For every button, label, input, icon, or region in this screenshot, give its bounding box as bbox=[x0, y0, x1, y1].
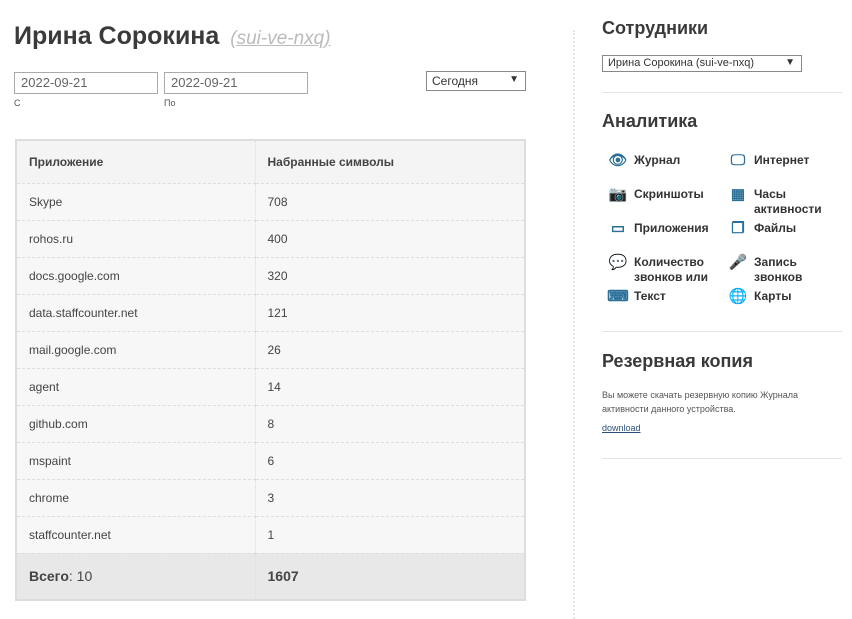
employee-select[interactable]: Ирина Сорокина (sui-ve-nxq) ▼ bbox=[602, 55, 802, 72]
typed-chars: 708 bbox=[255, 183, 525, 221]
app-name: staffcounter.net bbox=[16, 516, 256, 554]
table-row: mspaint 6 bbox=[16, 442, 525, 480]
app-name: mspaint bbox=[16, 442, 256, 480]
chevron-down-icon: ▼ bbox=[785, 57, 795, 68]
total-value: 1607 bbox=[255, 553, 525, 600]
download-link[interactable]: download bbox=[602, 423, 641, 433]
divider bbox=[602, 331, 842, 332]
employee-id-link[interactable]: (sui-ve-nxq) bbox=[230, 28, 331, 49]
divider bbox=[602, 458, 842, 459]
app-name: Skype bbox=[16, 183, 256, 221]
employee-name: Ирина Сорокина bbox=[14, 22, 220, 50]
app-name: agent bbox=[16, 368, 256, 406]
analytics-item-label: Карты bbox=[754, 289, 792, 303]
app-name: mail.google.com bbox=[16, 331, 256, 369]
analytics-item-label: Часы активности bbox=[754, 187, 822, 216]
analytics-item-camera[interactable]: 📷 Скриншоты bbox=[606, 187, 716, 205]
calendar-icon: ▦ bbox=[730, 186, 746, 203]
analytics-item-label: Интернет bbox=[754, 153, 810, 167]
date-to-input[interactable]: 2022-09-21 bbox=[164, 72, 308, 94]
analytics-item-files[interactable]: ❐ Файлы bbox=[726, 221, 826, 239]
typed-chars: 8 bbox=[255, 405, 525, 443]
backup-title: Резервная копия bbox=[602, 351, 753, 371]
table-row: docs.google.com 320 bbox=[16, 257, 525, 295]
monitor-icon: 🖵 bbox=[730, 152, 746, 169]
typed-chars: 400 bbox=[255, 220, 525, 258]
typed-chars: 320 bbox=[255, 257, 525, 295]
analytics-item-label: Скриншоты bbox=[634, 187, 704, 201]
col-chars: Набранные символы bbox=[255, 140, 525, 184]
analytics-item-label: Текст bbox=[634, 289, 666, 303]
chat-icon: 💬 bbox=[608, 254, 628, 271]
analytics-item-label: Количество звонков или bbox=[634, 255, 709, 284]
table-row: staffcounter.net 1 bbox=[16, 516, 525, 554]
app-name: rohos.ru bbox=[16, 220, 256, 258]
eye-icon: 👁 bbox=[608, 152, 628, 169]
date-from-input[interactable]: 2022-09-21 bbox=[14, 72, 158, 94]
employees-title: Сотрудники bbox=[602, 18, 709, 38]
table-row: rohos.ru 400 bbox=[16, 220, 525, 258]
analytics-title: Аналитика bbox=[602, 111, 698, 131]
app-name: chrome bbox=[16, 479, 256, 517]
table-row: data.staffcounter.net 121 bbox=[16, 294, 525, 332]
period-select[interactable]: Сегодня ▼ bbox=[426, 71, 526, 91]
divider bbox=[602, 92, 842, 93]
app-name: data.staffcounter.net bbox=[16, 294, 256, 332]
total-label: Всего bbox=[29, 568, 69, 585]
date-from-label: С bbox=[14, 98, 21, 108]
analytics-item-label: Запись звонков bbox=[754, 255, 803, 284]
table-row: agent 14 bbox=[16, 368, 525, 406]
typed-chars: 3 bbox=[255, 479, 525, 517]
analytics-item-eye[interactable]: 👁 Журнал bbox=[606, 153, 716, 171]
app-name: docs.google.com bbox=[16, 257, 256, 295]
analytics-item-monitor[interactable]: 🖵 Интернет bbox=[726, 153, 826, 171]
analytics-item-label: Файлы bbox=[754, 221, 797, 235]
table-row: github.com 8 bbox=[16, 405, 525, 443]
typed-chars: 1 bbox=[255, 516, 525, 554]
microphone-icon: 🎤 bbox=[728, 254, 748, 271]
analytics-item-label: Журнал bbox=[634, 153, 681, 167]
analytics-item-calendar[interactable]: ▦ Часы активности bbox=[726, 187, 826, 217]
typed-chars: 14 bbox=[255, 368, 525, 406]
app-name: github.com bbox=[16, 405, 256, 443]
typed-chars: 121 bbox=[255, 294, 525, 332]
typed-chars: 26 bbox=[255, 331, 525, 369]
total-row: Всего: 10 1607 bbox=[16, 553, 525, 600]
typed-chars: 6 bbox=[255, 442, 525, 480]
window-icon: ▭ bbox=[610, 220, 626, 237]
camera-icon: 📷 bbox=[608, 186, 628, 203]
analytics-item-globe[interactable]: 🌐 Карты bbox=[726, 289, 826, 307]
keyboard-icon: ⌨ bbox=[607, 288, 629, 305]
analytics-item-chat[interactable]: 💬 Количество звонков или bbox=[606, 255, 716, 285]
date-to-label: По bbox=[164, 98, 176, 108]
table-row: chrome 3 bbox=[16, 479, 525, 517]
globe-icon: 🌐 bbox=[728, 288, 748, 305]
analytics-item-window[interactable]: ▭ Приложения bbox=[606, 221, 716, 239]
chevron-down-icon: ▼ bbox=[509, 74, 519, 85]
analytics-item-microphone[interactable]: 🎤 Запись звонков bbox=[726, 255, 826, 285]
total-count: : 10 bbox=[68, 568, 93, 585]
table-header: Приложение Набранные символы bbox=[16, 140, 525, 184]
employee-select-value: Ирина Сорокина (sui-ve-nxq) bbox=[608, 57, 754, 69]
page-title: Ирина Сорокина (sui-ve-nxq) bbox=[14, 22, 331, 51]
backup-text: Вы можете скачать резервную копию Журнал… bbox=[602, 390, 798, 414]
table-row: mail.google.com 26 bbox=[16, 331, 525, 369]
files-icon: ❐ bbox=[731, 220, 745, 237]
typed-chars-table: Приложение Набранные символы Skype 708 roho… bbox=[15, 139, 526, 601]
period-value: Сегодня bbox=[432, 74, 478, 88]
col-app: Приложение bbox=[16, 140, 256, 184]
column-divider bbox=[573, 30, 575, 619]
analytics-item-label: Приложения bbox=[634, 221, 709, 235]
table-row: Skype 708 bbox=[16, 183, 525, 221]
analytics-item-keyboard[interactable]: ⌨ Текст bbox=[606, 289, 716, 307]
